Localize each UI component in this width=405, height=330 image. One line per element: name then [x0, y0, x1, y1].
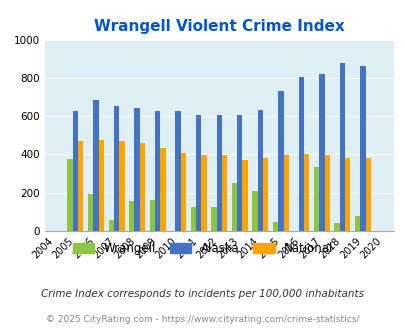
Bar	[67, 159, 72, 231]
Bar	[88, 194, 93, 231]
Bar	[298, 77, 303, 231]
Bar	[354, 216, 360, 231]
Bar	[149, 200, 155, 231]
Bar	[72, 111, 78, 231]
Bar	[242, 160, 247, 231]
Bar	[160, 148, 165, 231]
Bar	[113, 106, 119, 231]
Text: © 2025 CityRating.com - https://www.cityrating.com/crime-statistics/: © 2025 CityRating.com - https://www.city…	[46, 315, 359, 324]
Bar	[262, 158, 268, 231]
Bar	[318, 74, 324, 231]
Bar	[272, 222, 277, 231]
Bar	[257, 111, 262, 231]
Bar	[119, 142, 124, 231]
Bar	[134, 108, 139, 231]
Title: Wrangell Violent Crime Index: Wrangell Violent Crime Index	[94, 19, 344, 34]
Bar	[339, 63, 344, 231]
Bar	[211, 207, 216, 231]
Bar	[98, 141, 104, 231]
Bar	[139, 143, 145, 231]
Legend: Wrangell, Alaska, National: Wrangell, Alaska, National	[68, 237, 337, 260]
Bar	[108, 220, 113, 231]
Bar	[78, 142, 83, 231]
Bar	[190, 207, 196, 231]
Bar	[216, 115, 222, 231]
Bar	[252, 191, 257, 231]
Bar	[237, 115, 242, 231]
Bar	[344, 158, 350, 231]
Bar	[360, 66, 365, 231]
Text: Crime Index corresponds to incidents per 100,000 inhabitants: Crime Index corresponds to incidents per…	[41, 289, 364, 299]
Bar	[201, 155, 206, 231]
Bar	[231, 183, 237, 231]
Bar	[222, 155, 227, 231]
Bar	[324, 155, 329, 231]
Bar	[303, 154, 309, 231]
Bar	[155, 111, 160, 231]
Bar	[93, 100, 98, 231]
Bar	[277, 91, 283, 231]
Bar	[283, 155, 288, 231]
Bar	[365, 158, 370, 231]
Bar	[334, 223, 339, 231]
Bar	[175, 111, 180, 231]
Bar	[313, 167, 318, 231]
Bar	[196, 115, 201, 231]
Bar	[180, 153, 186, 231]
Bar	[129, 201, 134, 231]
